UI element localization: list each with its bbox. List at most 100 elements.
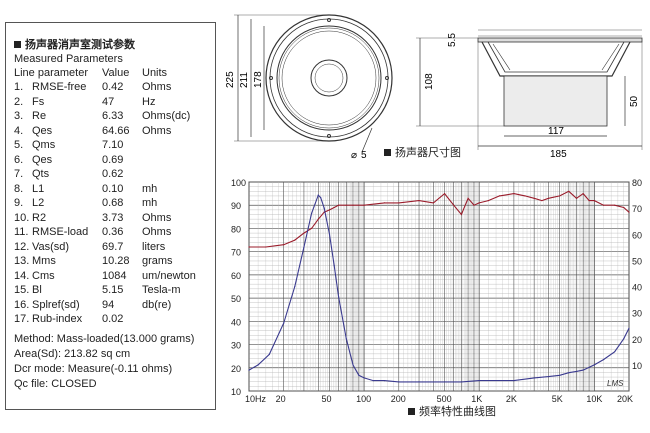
x-tick: 20K bbox=[617, 394, 633, 404]
dim-178: 178 bbox=[253, 71, 264, 88]
y-tick-left: 90 bbox=[231, 201, 241, 211]
spl-point bbox=[513, 193, 515, 195]
y-tick-right: 20 bbox=[632, 335, 642, 345]
param-name: Fs bbox=[32, 95, 45, 108]
spl-point bbox=[398, 202, 400, 204]
dim-117: 117 bbox=[548, 126, 564, 137]
spl-point bbox=[588, 200, 590, 202]
spl-point bbox=[541, 200, 543, 202]
param-index: 10. bbox=[14, 211, 30, 224]
impedance-point bbox=[338, 296, 340, 298]
impedance-point bbox=[323, 207, 325, 209]
param-unit: Tesla-m bbox=[142, 284, 181, 296]
spl-point bbox=[524, 195, 526, 197]
impedance-point bbox=[568, 372, 570, 374]
impedance-point bbox=[320, 197, 322, 199]
param-value: 0.10 bbox=[102, 182, 124, 195]
param-unit: grams bbox=[142, 255, 173, 267]
impedance-point bbox=[593, 364, 595, 366]
y-tick-right: 10 bbox=[632, 361, 642, 371]
impedance-point bbox=[628, 327, 630, 329]
bullet-icon bbox=[408, 408, 415, 415]
param-index: 13. bbox=[14, 255, 30, 267]
param-value: 0.36 bbox=[102, 226, 124, 238]
impedance-point bbox=[311, 212, 313, 214]
spl-point bbox=[311, 227, 313, 229]
impedance-point bbox=[575, 370, 578, 372]
y-tick-left: 80 bbox=[231, 224, 241, 234]
param-index: 6. bbox=[14, 153, 24, 166]
dim-50: 50 bbox=[629, 95, 640, 107]
spl-point bbox=[333, 206, 335, 209]
measured-heading: Measured Parameters bbox=[14, 53, 123, 65]
spl-point bbox=[294, 239, 296, 241]
spl-point bbox=[559, 195, 561, 197]
impedance-point bbox=[352, 364, 354, 366]
impedance-point bbox=[358, 374, 360, 376]
spl-point bbox=[352, 204, 354, 206]
x-tick: 20 bbox=[276, 394, 286, 404]
y-tick-left: 20 bbox=[231, 364, 241, 374]
param-index: 4. bbox=[14, 124, 24, 137]
spl-point bbox=[533, 197, 535, 199]
spl-point bbox=[478, 202, 480, 204]
impedance-point bbox=[623, 338, 625, 340]
param-index: 3. bbox=[14, 110, 24, 122]
impedance-point bbox=[614, 351, 616, 353]
impedance-point bbox=[283, 322, 285, 324]
panel-title: 扬声器消声室测试参数 bbox=[14, 36, 135, 52]
dim-185: 185 bbox=[550, 149, 567, 160]
y-tick-left: 40 bbox=[231, 317, 241, 327]
param-unit: mh bbox=[142, 182, 158, 195]
drawing-label-text: 扬声器尺寸图 bbox=[395, 147, 461, 159]
param-index: 8. bbox=[14, 182, 24, 195]
spl-point bbox=[283, 244, 285, 246]
param-index: 2. bbox=[14, 95, 24, 108]
x-tick: 5K bbox=[552, 394, 563, 404]
impedance-point bbox=[582, 369, 584, 371]
param-value: 5.15 bbox=[102, 284, 124, 296]
impedance-point bbox=[268, 353, 270, 355]
impedance-point bbox=[257, 364, 259, 366]
spl-point bbox=[623, 206, 625, 209]
param-name: Qts bbox=[32, 168, 50, 180]
param-value: 7.10 bbox=[102, 139, 124, 151]
signature-mark: LMS bbox=[607, 379, 624, 388]
impedance-point bbox=[294, 285, 296, 288]
impedance-point bbox=[372, 380, 374, 382]
dim-225: 225 bbox=[225, 71, 236, 88]
param-value: 0.69 bbox=[102, 153, 124, 166]
dcr-line: Dcr mode: Measure(-0.11 ohms) bbox=[14, 363, 173, 375]
impedance-point bbox=[345, 338, 347, 340]
param-name: Re bbox=[32, 110, 47, 122]
param-unit: Ohms bbox=[142, 226, 172, 238]
spl-point bbox=[498, 195, 501, 197]
impedance-point bbox=[602, 359, 605, 361]
spl-point bbox=[614, 204, 616, 206]
parameter-panel bbox=[5, 22, 216, 410]
x-tick: 2K bbox=[506, 394, 517, 404]
hole-symbol: ⌀ bbox=[351, 150, 357, 161]
bullet-icon bbox=[14, 41, 21, 48]
param-name: Vas(sd) bbox=[32, 240, 70, 253]
impedance-point bbox=[328, 233, 331, 235]
param-name: Qms bbox=[32, 139, 56, 151]
param-unit: db(re) bbox=[142, 298, 172, 311]
impedance-point bbox=[559, 374, 561, 376]
y-tick-left: 100 bbox=[231, 178, 246, 188]
param-value: 94 bbox=[102, 298, 115, 311]
spl-point bbox=[444, 193, 446, 195]
param-unit: liters bbox=[142, 240, 166, 253]
spl-point bbox=[303, 232, 305, 234]
y-tick-right: 80 bbox=[632, 178, 642, 188]
x-tick: 10Hz bbox=[245, 394, 267, 404]
param-value: 6.33 bbox=[102, 110, 124, 122]
param-index: 14. bbox=[14, 269, 30, 282]
impedance-point bbox=[513, 380, 515, 382]
method-line: Method: Mass-loaded(13.000 grams) bbox=[14, 333, 195, 345]
param-name: Cms bbox=[32, 269, 55, 282]
spl-point bbox=[568, 190, 570, 192]
param-name: L1 bbox=[32, 182, 45, 195]
y-tick-left: 60 bbox=[231, 271, 241, 281]
